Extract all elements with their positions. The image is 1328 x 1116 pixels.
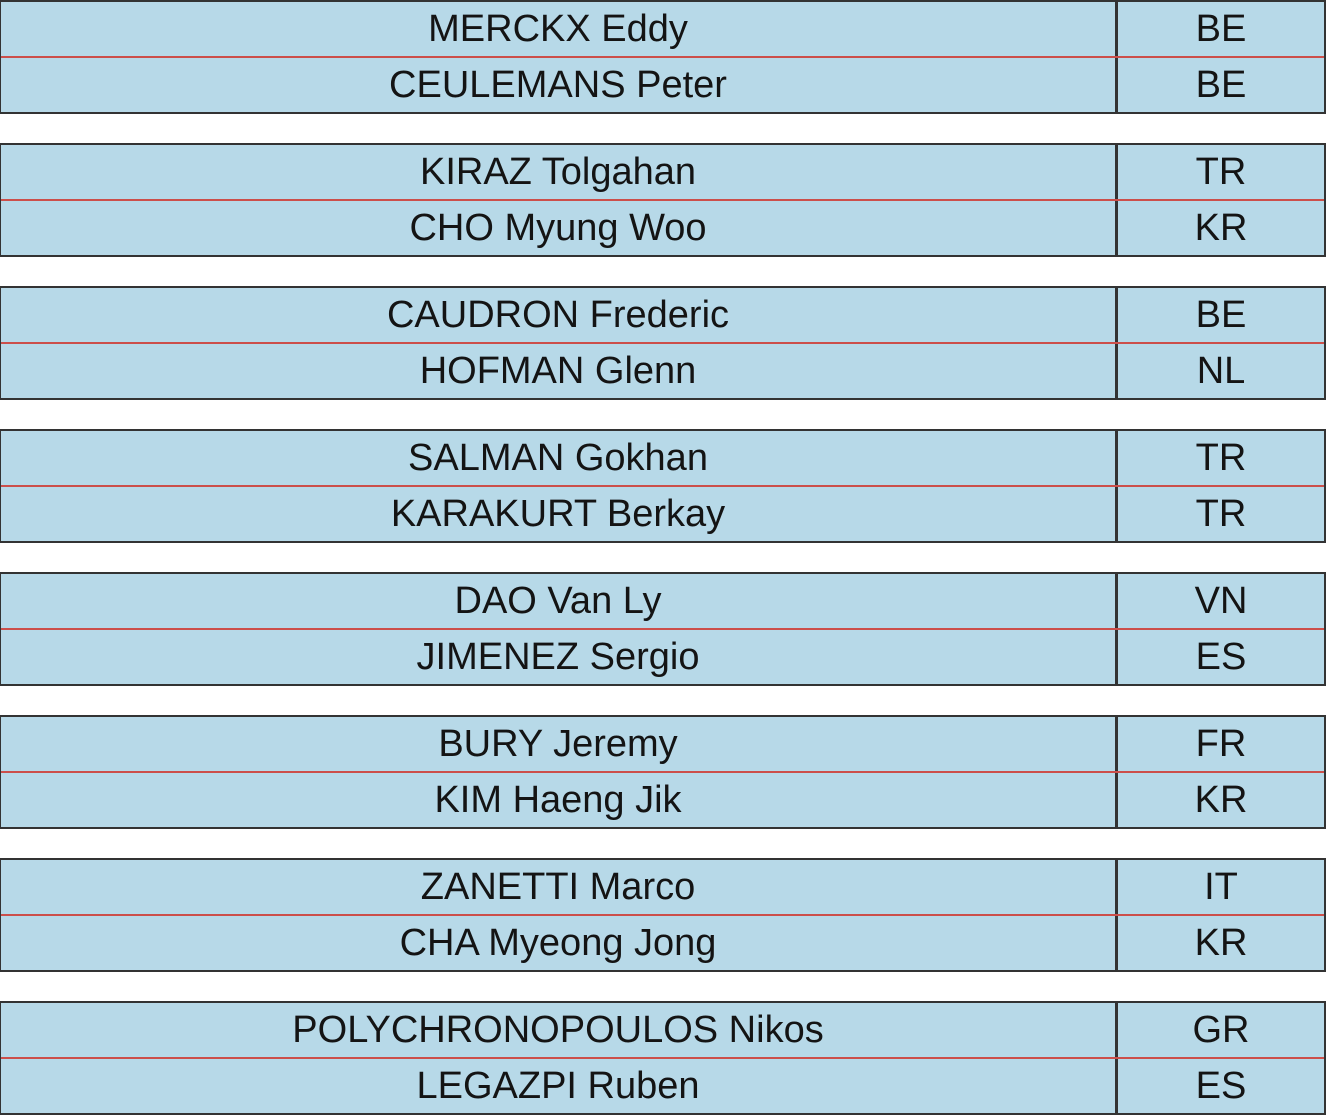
- player-country: TR: [1195, 437, 1247, 479]
- player-country: KR: [1194, 922, 1248, 964]
- player-name: POLYCHRONOPOULOS Nikos: [1, 1003, 1118, 1057]
- player-name: KIM Haeng Jik: [1, 773, 1118, 827]
- pair-divider-line: [1, 56, 1324, 58]
- pairing-group: KIRAZ Tolgahan TR CHO Myung Woo KR: [0, 143, 1326, 257]
- player-country: NL: [1196, 350, 1246, 392]
- player-country: FR: [1195, 723, 1247, 765]
- player-row: KIM Haeng Jik KR: [1, 773, 1324, 827]
- player-name: SALMAN Gokhan: [1, 431, 1118, 485]
- player-name: KIRAZ Tolgahan: [1, 145, 1118, 199]
- pairing-group: POLYCHRONOPOULOS Nikos GR LEGAZPI Ruben …: [0, 1001, 1326, 1115]
- player-row: CEULEMANS Peter BE: [1, 58, 1324, 112]
- player-row: LEGAZPI Ruben ES: [1, 1059, 1324, 1113]
- player-country: KR: [1194, 779, 1248, 821]
- pair-divider-line: [1, 771, 1324, 773]
- player-country: BE: [1195, 294, 1247, 336]
- player-row: MERCKX Eddy BE: [1, 2, 1324, 56]
- player-country: TR: [1195, 493, 1247, 535]
- player-country: KR: [1194, 207, 1248, 249]
- player-row: KARAKURT Berkay TR: [1, 487, 1324, 541]
- player-name: CHA Myeong Jong: [1, 916, 1118, 970]
- player-row: KIRAZ Tolgahan TR: [1, 145, 1324, 199]
- player-name: CEULEMANS Peter: [1, 58, 1118, 112]
- player-name: CAUDRON Frederic: [1, 288, 1118, 342]
- pair-divider-line: [1, 199, 1324, 201]
- player-country: IT: [1204, 866, 1238, 908]
- pair-divider-line: [1, 342, 1324, 344]
- player-country: VN: [1194, 580, 1248, 622]
- player-name: CHO Myung Woo: [1, 201, 1118, 255]
- player-country: GR: [1192, 1009, 1250, 1051]
- player-row: CHO Myung Woo KR: [1, 201, 1324, 255]
- player-country: BE: [1195, 64, 1247, 106]
- pair-divider-line: [1, 628, 1324, 630]
- player-country: ES: [1195, 1065, 1247, 1107]
- pairing-group: BURY Jeremy FR KIM Haeng Jik KR: [0, 715, 1326, 829]
- pairing-group: SALMAN Gokhan TR KARAKURT Berkay TR: [0, 429, 1326, 543]
- pairing-group: ZANETTI Marco IT CHA Myeong Jong KR: [0, 858, 1326, 972]
- pair-divider-line: [1, 485, 1324, 487]
- player-row: HOFMAN Glenn NL: [1, 344, 1324, 398]
- player-country: TR: [1195, 151, 1247, 193]
- player-row: CHA Myeong Jong KR: [1, 916, 1324, 970]
- player-name: MERCKX Eddy: [1, 2, 1118, 56]
- player-row: SALMAN Gokhan TR: [1, 431, 1324, 485]
- player-row: POLYCHRONOPOULOS Nikos GR: [1, 1003, 1324, 1057]
- player-row: CAUDRON Frederic BE: [1, 288, 1324, 342]
- player-row: JIMENEZ Sergio ES: [1, 630, 1324, 684]
- player-name: JIMENEZ Sergio: [1, 630, 1118, 684]
- pairing-group: CAUDRON Frederic BE HOFMAN Glenn NL: [0, 286, 1326, 400]
- player-name: DAO Van Ly: [1, 574, 1118, 628]
- player-row: ZANETTI Marco IT: [1, 860, 1324, 914]
- player-name: HOFMAN Glenn: [1, 344, 1118, 398]
- pair-divider-line: [1, 914, 1324, 916]
- player-country: ES: [1195, 636, 1247, 678]
- pair-divider-line: [1, 1057, 1324, 1059]
- player-name: BURY Jeremy: [1, 717, 1118, 771]
- pairing-group: MERCKX Eddy BE CEULEMANS Peter BE: [0, 0, 1326, 114]
- player-name: LEGAZPI Ruben: [1, 1059, 1118, 1113]
- pairing-group: DAO Van Ly VN JIMENEZ Sergio ES: [0, 572, 1326, 686]
- player-country: BE: [1195, 8, 1247, 50]
- player-row: DAO Van Ly VN: [1, 574, 1324, 628]
- player-name: KARAKURT Berkay: [1, 487, 1118, 541]
- player-row: BURY Jeremy FR: [1, 717, 1324, 771]
- player-name: ZANETTI Marco: [1, 860, 1118, 914]
